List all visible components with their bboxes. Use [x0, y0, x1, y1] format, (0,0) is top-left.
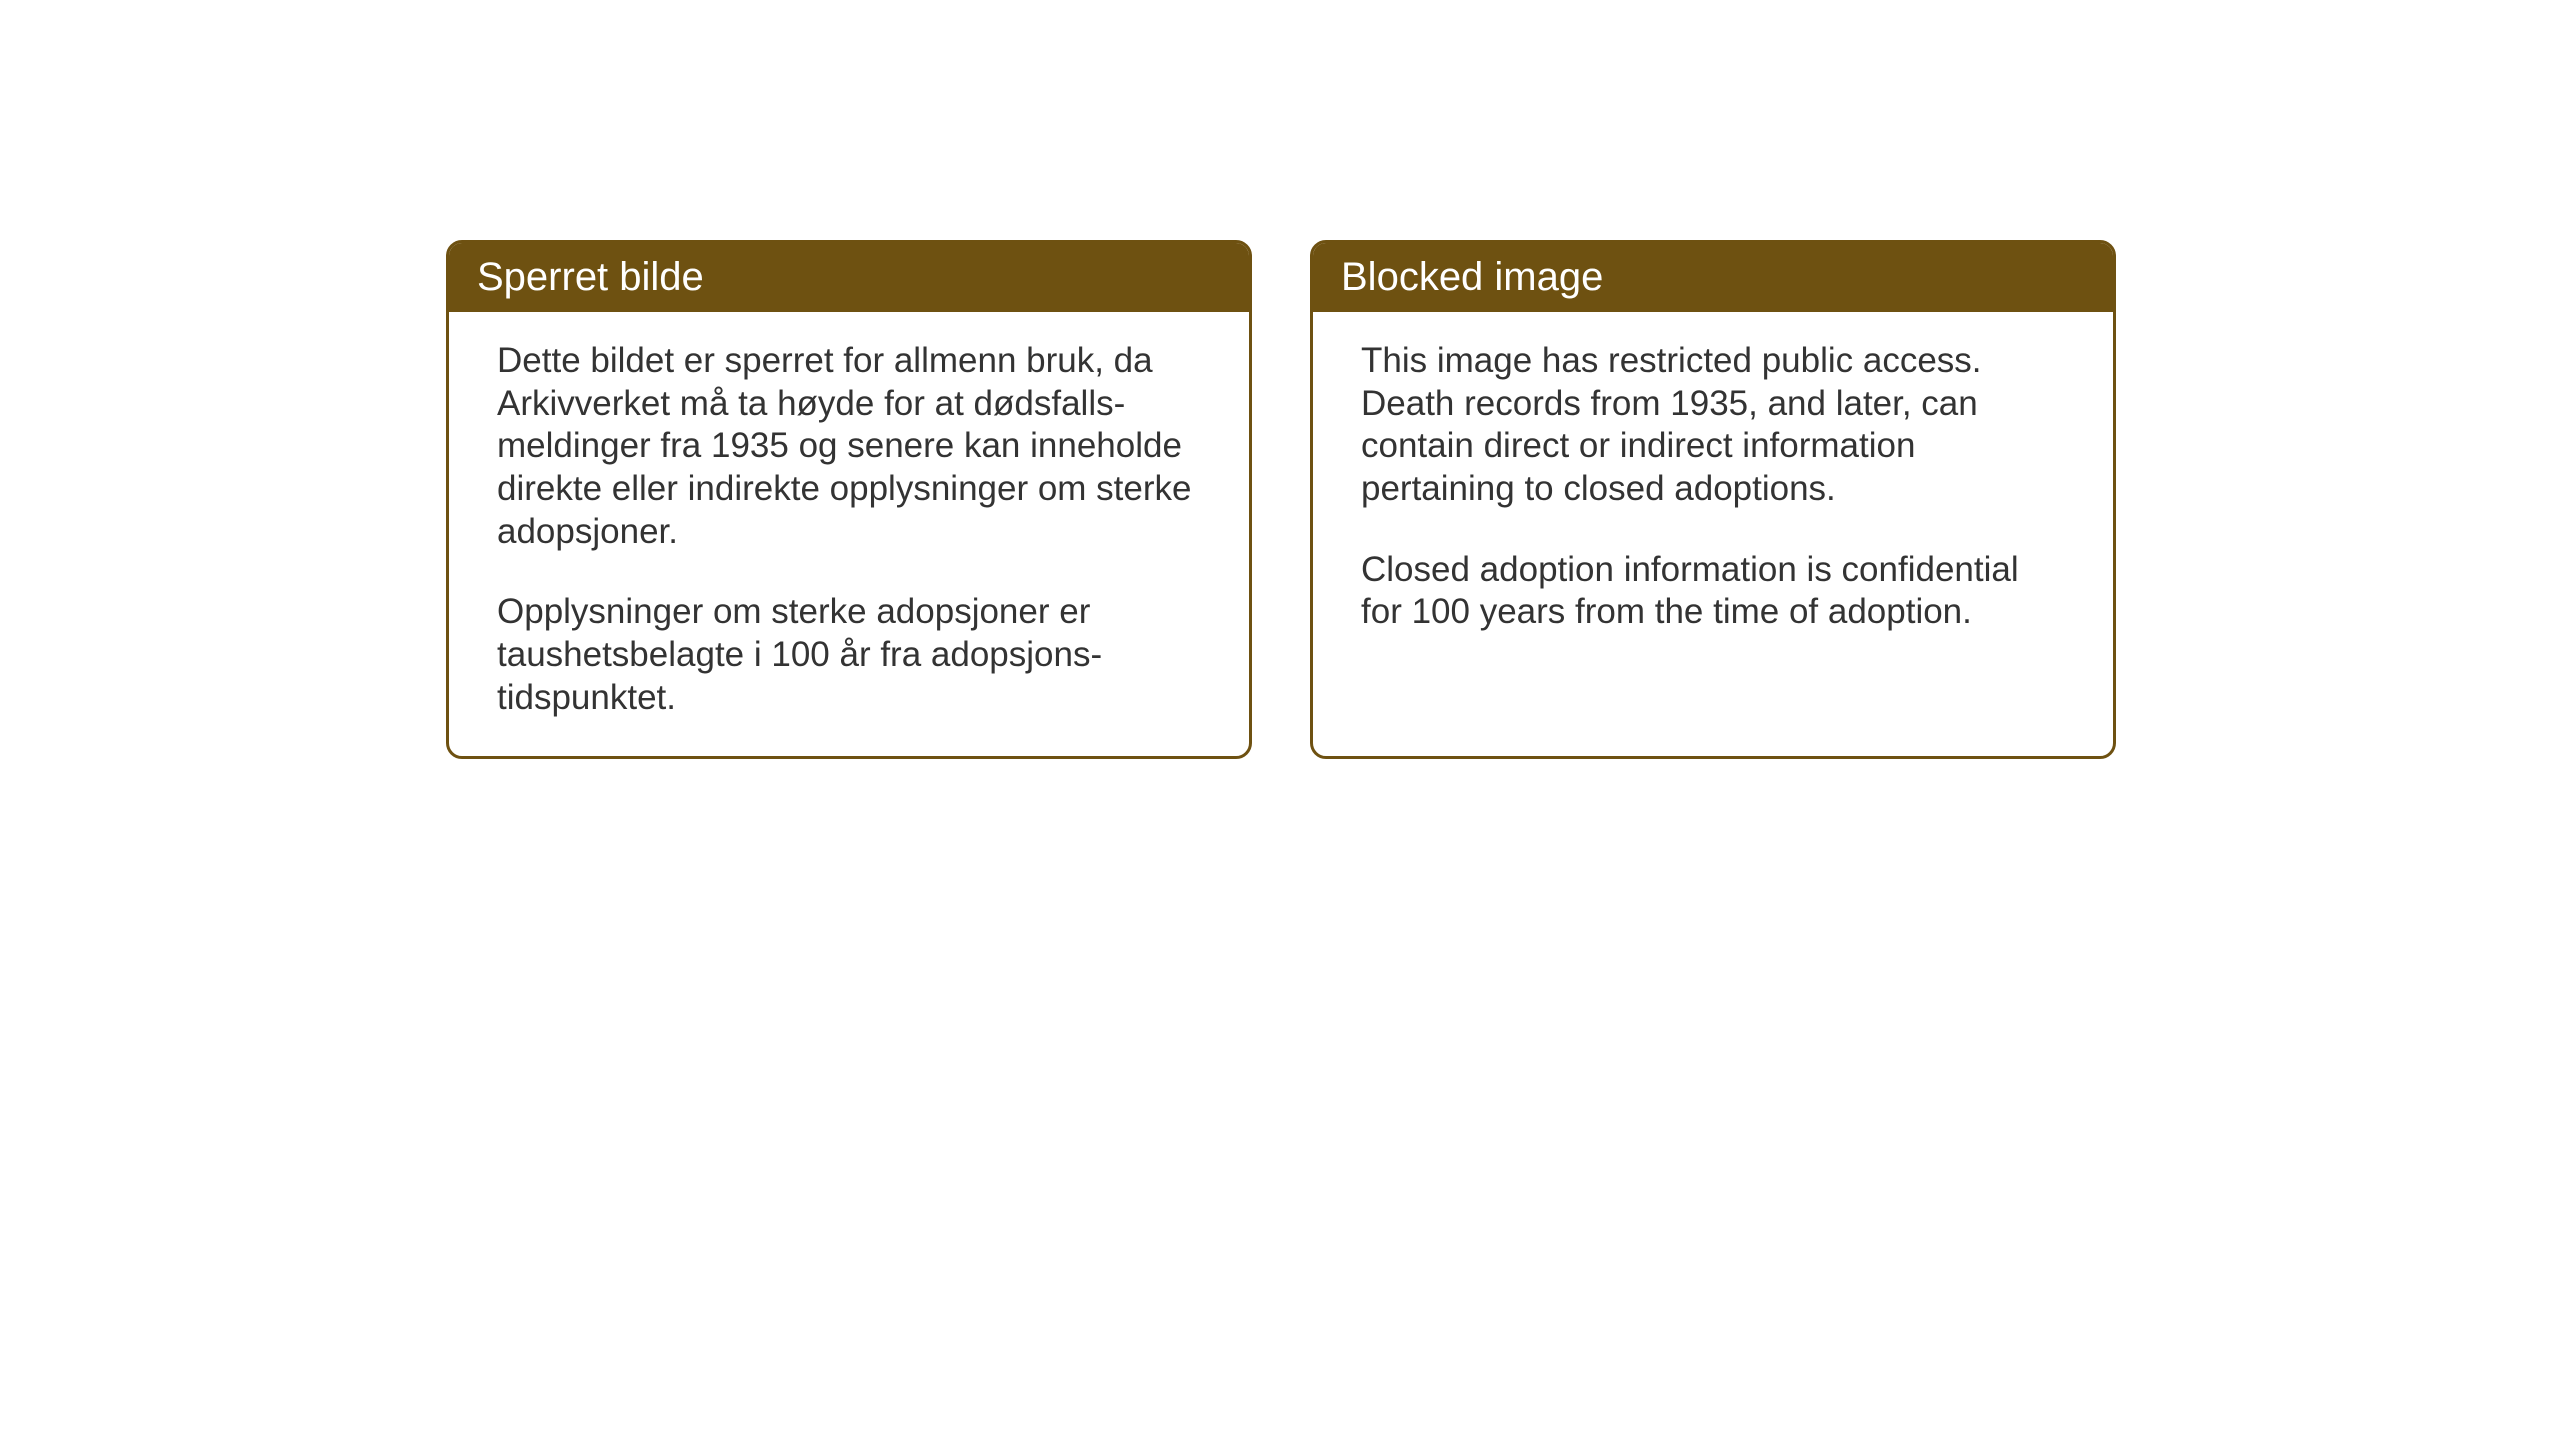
- notice-card-norwegian: Sperret bilde Dette bildet er sperret fo…: [446, 240, 1252, 759]
- card-header-norwegian: Sperret bilde: [449, 243, 1249, 312]
- card-paragraph: Opplysninger om sterke adopsjoner er tau…: [497, 591, 1201, 719]
- card-paragraph: Dette bildet er sperret for allmenn bruk…: [497, 340, 1201, 553]
- card-title-norwegian: Sperret bilde: [477, 255, 704, 299]
- card-title-english: Blocked image: [1341, 255, 1603, 299]
- card-paragraph: This image has restricted public access.…: [1361, 340, 2065, 511]
- notice-card-english: Blocked image This image has restricted …: [1310, 240, 2116, 759]
- notice-container: Sperret bilde Dette bildet er sperret fo…: [446, 240, 2116, 759]
- card-paragraph: Closed adoption information is confident…: [1361, 549, 2065, 634]
- card-body-norwegian: Dette bildet er sperret for allmenn bruk…: [449, 312, 1249, 756]
- card-body-english: This image has restricted public access.…: [1313, 312, 2113, 670]
- card-header-english: Blocked image: [1313, 243, 2113, 312]
